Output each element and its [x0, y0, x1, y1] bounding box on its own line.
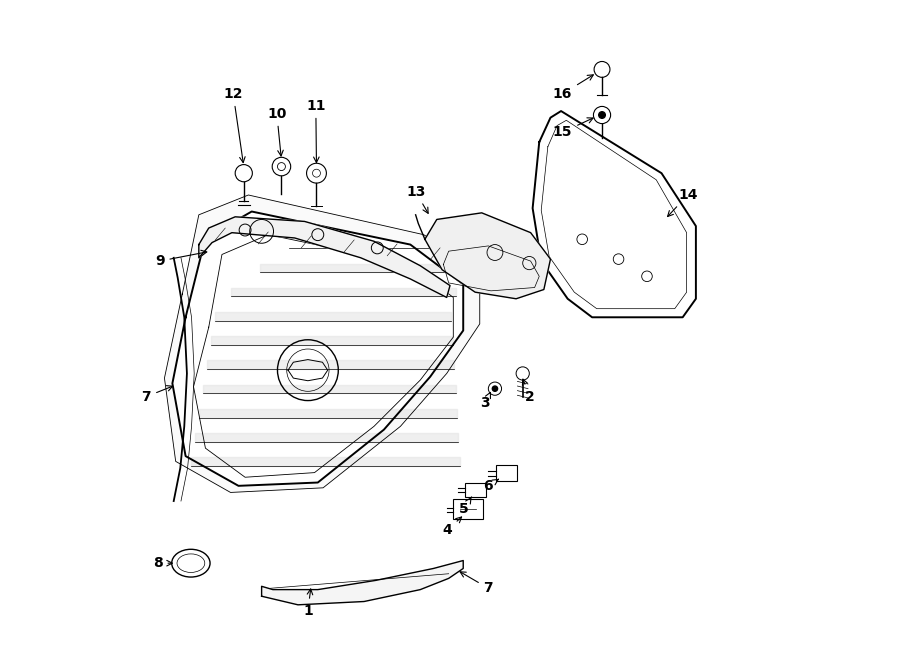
- Text: 16: 16: [553, 75, 593, 101]
- Bar: [496, 465, 518, 481]
- Text: 7: 7: [141, 385, 173, 404]
- Text: 12: 12: [223, 87, 245, 163]
- Text: 7: 7: [460, 572, 493, 596]
- Polygon shape: [533, 111, 696, 317]
- Circle shape: [492, 386, 498, 391]
- Bar: [464, 483, 486, 497]
- Text: 10: 10: [267, 106, 286, 156]
- Polygon shape: [425, 213, 551, 299]
- Text: 6: 6: [483, 479, 499, 493]
- Circle shape: [598, 112, 606, 118]
- Text: 15: 15: [553, 118, 593, 139]
- Text: 5: 5: [459, 497, 472, 516]
- Text: 8: 8: [153, 556, 172, 570]
- Text: 11: 11: [306, 98, 326, 163]
- Text: 9: 9: [155, 251, 207, 268]
- Polygon shape: [262, 561, 464, 605]
- Text: 1: 1: [303, 589, 313, 618]
- Text: 4: 4: [443, 517, 462, 537]
- Bar: [454, 499, 483, 519]
- Text: 13: 13: [406, 184, 428, 214]
- Polygon shape: [199, 217, 450, 297]
- Text: 2: 2: [522, 379, 535, 404]
- Text: 14: 14: [668, 188, 698, 217]
- Polygon shape: [173, 212, 464, 486]
- Polygon shape: [165, 195, 480, 492]
- Text: 3: 3: [481, 393, 491, 410]
